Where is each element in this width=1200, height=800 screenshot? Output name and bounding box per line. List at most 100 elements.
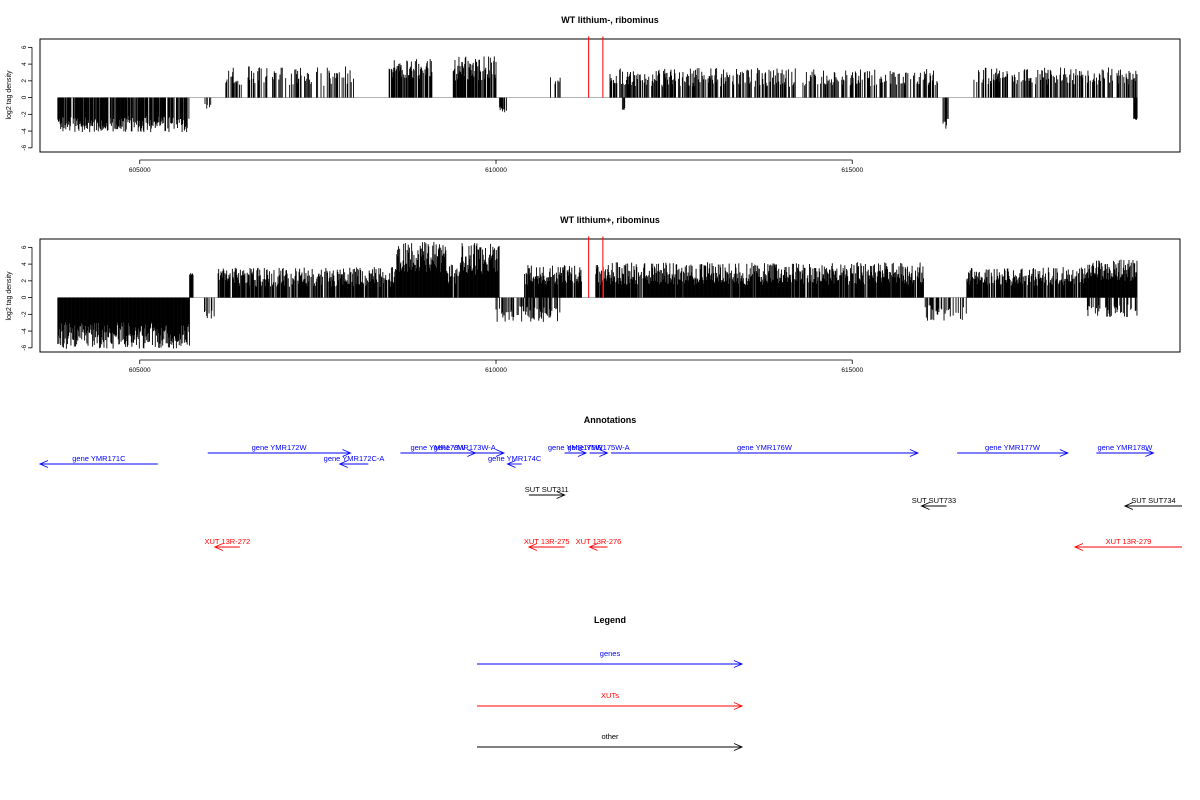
x-tick-label: 615000 <box>841 167 863 174</box>
feature-arrowhead <box>495 449 506 457</box>
legend-entry-xuts: XUTs <box>477 691 744 710</box>
y-axis-label: log2 tag density <box>6 70 13 120</box>
feature-arrowhead <box>338 460 348 468</box>
feature-arrowhead <box>1059 449 1069 457</box>
legend-arrowhead <box>733 702 744 710</box>
y-tick-label: 2 <box>21 279 28 283</box>
y-tick-label: 4 <box>21 62 28 66</box>
legend-panel: Legend genes XUTs other <box>477 615 744 751</box>
feature-label: gene YMR175W-A <box>567 443 629 452</box>
feature-gene-ymr171c: gene YMR171C <box>38 454 158 468</box>
feature-label: gene YMR178W <box>1097 443 1153 452</box>
feature-label: gene YMR173W <box>410 443 466 452</box>
x-tick-label: 605000 <box>129 167 151 174</box>
feature-label: gene YMR175W <box>548 443 604 452</box>
feature-arrowhead <box>599 449 609 457</box>
feature-arrows: gene YMR171C gene YMR172W gene YMR172C-A ge… <box>38 443 1182 551</box>
feature-sut-sut734: SUT SUT734 <box>1123 496 1182 510</box>
feature-arrowhead <box>577 449 588 457</box>
x-axis: 605000 610000 615000 <box>129 359 863 374</box>
y-axis: -6 -4 -2 0 2 4 6 <box>21 45 33 151</box>
x-tick-label: 610000 <box>485 367 507 374</box>
track-panel-lithium-minus: WT lithium-, ribominus log2 tag density … <box>6 15 1181 174</box>
feature-sut-sut311: SUT SUT311 <box>525 485 569 499</box>
feature-arrowhead <box>213 543 224 551</box>
legend-title: Legend <box>594 615 626 625</box>
y-tick-label: -4 <box>21 128 28 134</box>
track-title: WT lithium+, ribominus <box>560 215 660 225</box>
feature-sut-sut733: SUT SUT733 <box>912 496 956 510</box>
feature-label: gene YMR177W <box>985 443 1041 452</box>
feature-label: gene YMR172C-A <box>324 454 385 463</box>
feature-arrowhead <box>909 449 920 457</box>
feature-arrowhead <box>1145 449 1155 457</box>
feature-label: SUT SUT311 <box>525 485 569 494</box>
feature-gene-ymr173w-a: gene YMR173W-A <box>425 443 506 457</box>
track-title: WT lithium-, ribominus <box>561 15 659 25</box>
feature-label: XUT 13R-276 <box>576 537 622 546</box>
feature-gene-ymr176w: gene YMR176W <box>611 443 920 457</box>
legend-label: other <box>601 732 619 741</box>
feature-label: SUT SUT733 <box>912 496 956 505</box>
y-tick-label: -6 <box>21 145 28 151</box>
feature-arrowhead <box>1073 543 1084 551</box>
x-tick-label: 615000 <box>841 367 863 374</box>
y-tick-label: -2 <box>21 311 28 317</box>
y-axis-label: log2 tag density <box>6 271 13 321</box>
legend-label: XUTs <box>601 691 619 700</box>
feature-label: gene YMR174C <box>488 454 542 463</box>
feature-arrowhead <box>38 460 49 468</box>
feature-arrowhead <box>1123 502 1134 510</box>
y-tick-label: 6 <box>21 45 28 49</box>
feature-label: gene YMR171C <box>72 454 126 463</box>
feature-xut-13r-279: XUT 13R-279 <box>1073 537 1182 551</box>
y-axis: -6 -4 -2 0 2 4 6 <box>21 245 33 351</box>
feature-label: gene YMR172W <box>252 443 308 452</box>
y-tick-label: 4 <box>21 262 28 266</box>
feature-label: gene YMR176W <box>737 443 793 452</box>
x-axis: 605000 610000 615000 <box>129 159 863 174</box>
x-tick-label: 610000 <box>485 167 507 174</box>
feature-gene-ymr172c-a: gene YMR172C-A <box>324 454 385 468</box>
feature-xut-13r-275: XUT 13R-275 <box>524 537 570 551</box>
legend-entry-other: other <box>477 732 744 751</box>
y-tick-label: 2 <box>21 79 28 83</box>
feature-label: SUT SUT734 <box>1131 496 1175 505</box>
plot-frame <box>39 38 1181 153</box>
feature-arrowhead <box>588 543 598 551</box>
feature-arrowhead <box>506 460 516 468</box>
feature-label: XUT 13R-275 <box>524 537 570 546</box>
feature-gene-ymr175w-a: gene YMR175W-A <box>567 443 630 457</box>
legend-entry-genes: genes <box>477 649 744 668</box>
x-tick-label: 605000 <box>129 367 151 374</box>
feature-arrowhead <box>920 502 930 510</box>
feature-arrowhead <box>527 543 538 551</box>
feature-gene-ymr174c: gene YMR174C <box>488 454 542 468</box>
signal-bars <box>57 236 1138 349</box>
feature-gene-ymr177w: gene YMR177W <box>957 443 1069 457</box>
y-tick-label: 6 <box>21 245 28 249</box>
y-tick-label: 0 <box>21 295 28 299</box>
y-tick-label: -2 <box>21 111 28 117</box>
feature-label: XUT 13R-279 <box>1106 537 1152 546</box>
feature-gene-ymr178w: gene YMR178W <box>1096 443 1155 457</box>
feature-xut-13r-272: XUT 13R-272 <box>205 537 251 551</box>
feature-xut-13r-276: XUT 13R-276 <box>576 537 622 551</box>
feature-label: gene YMR173W-A <box>434 443 496 452</box>
legend-label: genes <box>600 649 621 658</box>
plot-frame <box>39 238 1181 353</box>
feature-arrowhead <box>342 449 352 457</box>
legend-arrowhead <box>733 660 744 668</box>
track-panel-lithium-plus: WT lithium+, ribominus log2 tag density … <box>6 215 1181 374</box>
annotations-title: Annotations <box>584 415 637 425</box>
legend-arrowhead <box>733 743 744 751</box>
y-tick-label: 0 <box>21 95 28 99</box>
y-tick-label: -6 <box>21 345 28 351</box>
signal-bars <box>57 36 1138 133</box>
legend-entries: genes XUTs other <box>477 649 744 751</box>
feature-gene-ymr172w: gene YMR172W <box>207 443 352 457</box>
feature-label: XUT 13R-272 <box>205 537 251 546</box>
feature-gene-ymr175w: gene YMR175W <box>548 443 604 457</box>
